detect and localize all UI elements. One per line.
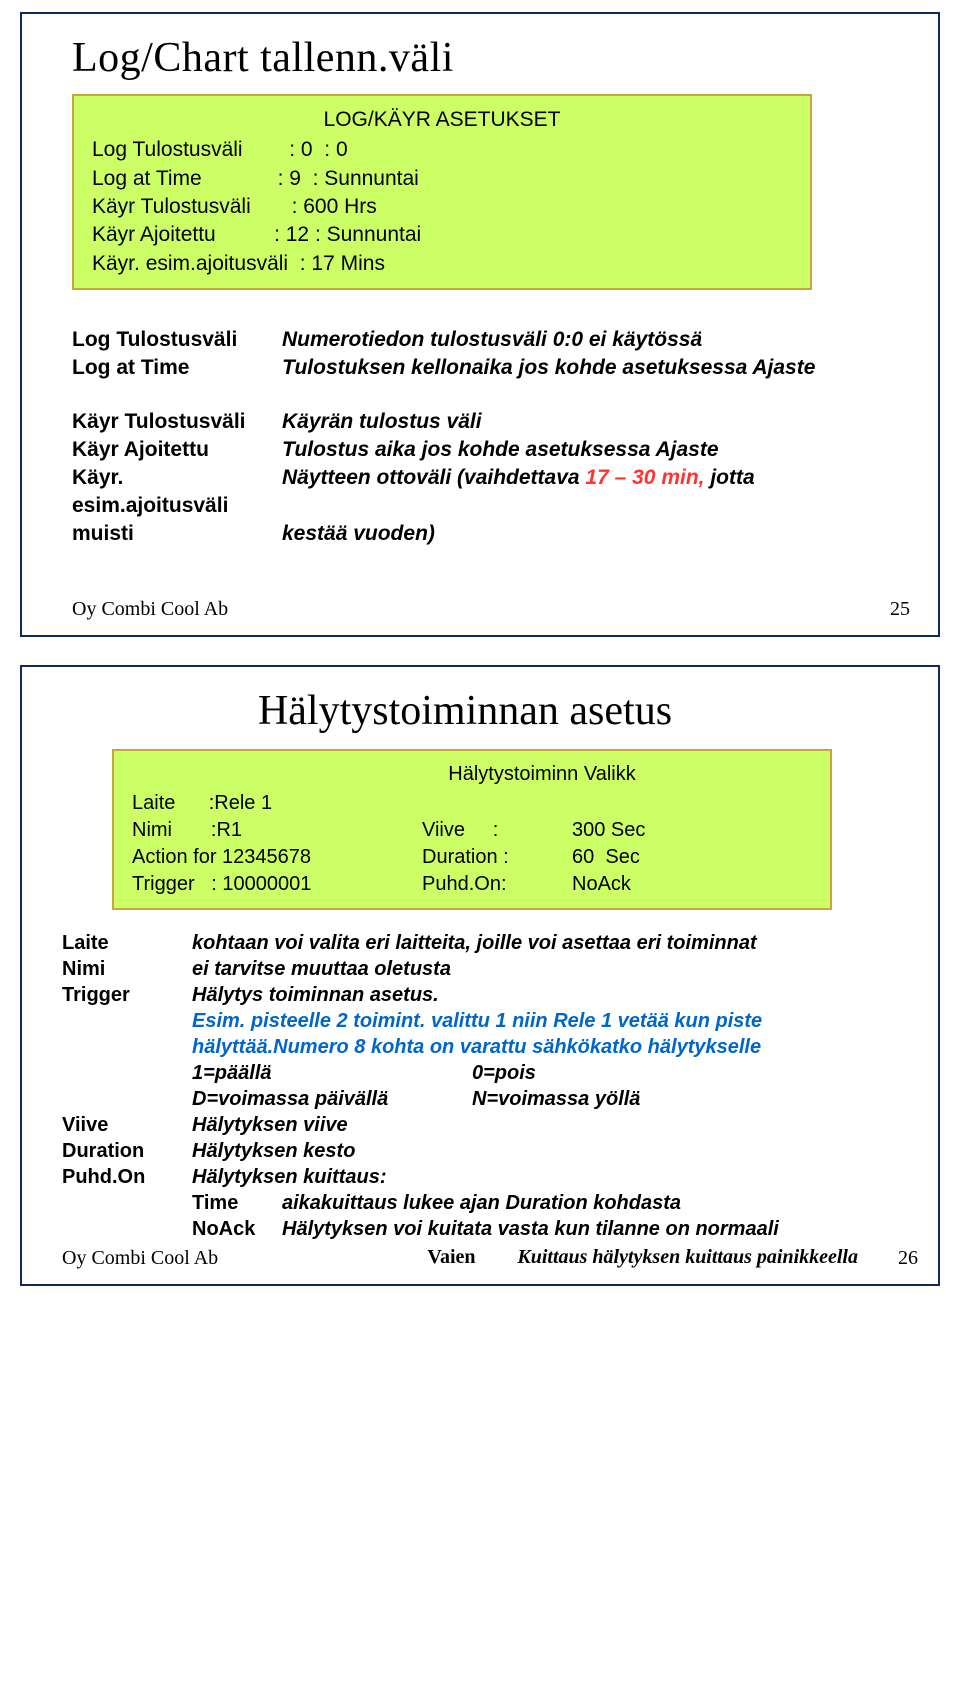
- term-trigger: Trigger: [62, 982, 192, 1008]
- box-row: Log Tulostusväli : 0 : 0: [92, 136, 792, 164]
- box-cell: Trigger : 10000001: [132, 871, 422, 898]
- def-term: Log Tulostusväli: [72, 326, 282, 354]
- highlight-red: 17 – 30 min,: [585, 466, 704, 489]
- val-duration: Hälytyksen kesto: [192, 1138, 918, 1164]
- alarm-menu-box: Hälytystoiminn Valikk Laite :Rele 1Nimi …: [112, 749, 832, 910]
- val-trigger-blue2: hälyttää.Numero 8 kohta on varattu sähkö…: [192, 1034, 918, 1060]
- def-row: Käyr AjoitettuTulostus aika jos kohde as…: [72, 436, 910, 464]
- pair-1b: 0=pois: [472, 1060, 536, 1086]
- box-cell: Duration :: [422, 844, 572, 871]
- val-laite: kohtaan voi valita eri laitteita, joille…: [192, 930, 918, 956]
- def-val: Käyrän tulostus väli: [282, 408, 910, 436]
- pair-2a: D=voimassa päivällä: [192, 1086, 472, 1112]
- term-puhdon: Puhd.On: [62, 1164, 192, 1190]
- def-row: Käyr TulostusväliKäyrän tulostus väli: [72, 408, 910, 436]
- def-row: muistikestää vuoden): [72, 520, 910, 548]
- box-cell: Viive :: [422, 817, 572, 844]
- def-row: Log TulostusväliNumerotiedon tulostusväl…: [72, 326, 910, 354]
- pair-2b: N=voimassa yöllä: [472, 1086, 640, 1112]
- box-header: LOG/KÄYR ASETUKSET: [92, 106, 792, 134]
- term-nimi: Nimi: [62, 956, 192, 982]
- box-cell: 60 Sec: [572, 844, 812, 871]
- sub-time-val: aikakuittaus lukee ajan Duration kohdast…: [282, 1190, 681, 1216]
- definitions: Log TulostusväliNumerotiedon tulostusväl…: [72, 326, 910, 547]
- box-row: Log at Time : 9 : Sunnuntai: [92, 165, 792, 193]
- box-cell: Puhd.On:: [422, 871, 572, 898]
- val-viive: Hälytyksen viive: [192, 1112, 918, 1138]
- def-val: Numerotiedon tulostusväli 0:0 ei käytöss…: [282, 326, 910, 354]
- box-row: Laite :Rele 1: [132, 790, 812, 817]
- def-val: Tulostus aika jos kohde asetuksessa Ajas…: [282, 436, 910, 464]
- term-laite: Laite: [62, 930, 192, 956]
- def-row: Käyr. esim.ajoitusväliNäytteen ottoväli …: [72, 464, 910, 520]
- box-cell: [572, 790, 812, 817]
- box-row: Nimi :R1Viive :300 Sec: [132, 817, 812, 844]
- box-cell: [422, 790, 572, 817]
- pair-1a: 1=päällä: [192, 1060, 472, 1086]
- val-puhdon: Hälytyksen kuittaus:: [192, 1164, 918, 1190]
- footer-company: Oy Combi Cool Ab: [72, 598, 228, 621]
- def-term: muisti: [72, 520, 282, 548]
- val-trigger-blue1: Esim. pisteelle 2 toimint. valittu 1 nii…: [192, 1008, 918, 1034]
- term-viive: Viive: [62, 1112, 192, 1138]
- def-term: Käyr Tulostusväli: [72, 408, 282, 436]
- def-val: Näytteen ottoväli (vaihdettava 17 – 30 m…: [282, 464, 910, 492]
- def-term: Käyr Ajoitettu: [72, 436, 282, 464]
- val-nimi: ei tarvitse muuttaa oletusta: [192, 956, 918, 982]
- box-cell: NoAck: [572, 871, 812, 898]
- sub-noack-val: Hälytyksen voi kuitata vasta kun tilanne…: [282, 1216, 779, 1242]
- box-row: Action for 12345678Duration :60 Sec: [132, 844, 812, 871]
- slide-26: Hälytystoiminnan asetus Hälytystoiminn V…: [20, 665, 940, 1286]
- box-cell: Laite :Rele 1: [132, 790, 422, 817]
- def-term: Log at Time: [72, 354, 282, 382]
- slide-title: Hälytystoiminnan asetus: [12, 687, 918, 735]
- slide-footer: Oy Combi Cool Ab 25: [72, 598, 910, 621]
- slide-footer: Oy Combi Cool Ab VaienKuittaus hälytykse…: [62, 1244, 918, 1270]
- def-val: kestää vuoden): [282, 520, 910, 548]
- slide-title: Log/Chart tallenn.väli: [72, 34, 910, 82]
- sub-vaien-val: Kuittaus hälytyksen kuittaus painikkeell…: [517, 1244, 858, 1270]
- box-row: Käyr. esim.ajoitusväli : 17 Mins: [92, 250, 792, 278]
- settings-box: LOG/KÄYR ASETUKSET Log Tulostusväli : 0 …: [72, 94, 812, 290]
- val-trigger-1: Hälytys toiminnan asetus.: [192, 982, 918, 1008]
- box-cell: 300 Sec: [572, 817, 812, 844]
- box-cell: Nimi :R1: [132, 817, 422, 844]
- def-term: Käyr. esim.ajoitusväli: [72, 464, 282, 520]
- sub-time-term: Time: [192, 1190, 282, 1216]
- slide-25: Log/Chart tallenn.väli LOG/KÄYR ASETUKSE…: [20, 12, 940, 637]
- box-row: Käyr Tulostusväli : 600 Hrs: [92, 193, 792, 221]
- sub-noack-term: NoAck: [192, 1216, 282, 1242]
- box-row: Trigger : 10000001Puhd.On:NoAck: [132, 871, 812, 898]
- footer-page: 26: [898, 1247, 918, 1270]
- box-header: Hälytystoiminn Valikk: [272, 761, 812, 788]
- def-row: Log at TimeTulostuksen kellonaika jos ko…: [72, 354, 910, 382]
- sub-vaien-term: Vaien: [427, 1244, 517, 1270]
- footer-company: Oy Combi Cool Ab: [62, 1247, 218, 1270]
- box-row: Käyr Ajoitettu : 12 : Sunnuntai: [92, 221, 792, 249]
- term-duration: Duration: [62, 1138, 192, 1164]
- definitions: Laitekohtaan voi valita eri laitteita, j…: [62, 930, 918, 1242]
- footer-page: 25: [890, 598, 910, 621]
- def-val: Tulostuksen kellonaika jos kohde asetuks…: [282, 354, 910, 382]
- box-cell: Action for 12345678: [132, 844, 422, 871]
